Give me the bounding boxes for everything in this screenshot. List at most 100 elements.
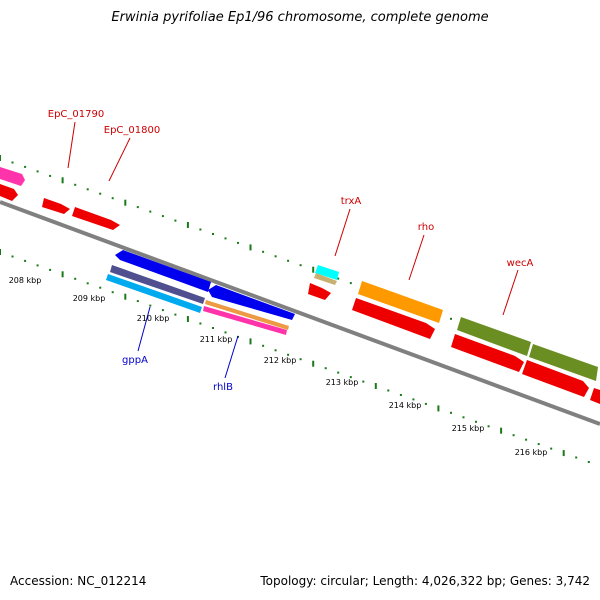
feature-rhlB-orange xyxy=(205,300,289,330)
track-dot xyxy=(49,174,52,177)
track-tick xyxy=(312,360,315,367)
track-dot xyxy=(537,443,540,446)
track-dot xyxy=(399,394,402,396)
track-dot xyxy=(575,456,578,459)
track-dot xyxy=(199,228,202,231)
track-dot xyxy=(424,402,427,405)
tick-label: 210 kbp xyxy=(137,314,170,323)
track-dot xyxy=(462,416,465,419)
tick-label: 216 kbp xyxy=(515,448,548,457)
feature-epc01790 xyxy=(42,198,70,214)
track-dot xyxy=(149,304,152,307)
track-dot xyxy=(36,170,39,173)
track-dot xyxy=(337,277,340,280)
track-dot xyxy=(86,188,89,191)
track-tick xyxy=(186,316,189,322)
track-dot xyxy=(36,264,39,267)
track-dot xyxy=(212,233,214,235)
track-dot xyxy=(299,358,302,361)
label-gppA: gppA xyxy=(122,355,148,366)
feature-gppA xyxy=(106,274,202,313)
track-dot xyxy=(161,309,164,312)
leader-epc01800 xyxy=(108,137,131,182)
track-dot xyxy=(199,322,202,325)
track-dot xyxy=(49,268,52,271)
track-dot xyxy=(262,344,265,347)
track-dot xyxy=(587,461,590,463)
track-tick xyxy=(500,427,503,434)
tick-label: 215 kbp xyxy=(452,424,485,433)
feature-red-edge xyxy=(590,388,600,404)
label-epc01800: EpC_01800 xyxy=(104,125,160,136)
track-dot xyxy=(450,317,452,320)
track-dot xyxy=(212,327,214,329)
track-tick xyxy=(186,222,189,228)
track-dot xyxy=(387,389,390,392)
leader-epc01790 xyxy=(67,121,76,169)
track-dot xyxy=(262,250,265,253)
track-dot xyxy=(11,161,14,164)
track-dot xyxy=(412,398,415,401)
label-rhlB: rhlB xyxy=(213,382,233,393)
genome-summary: Topology: circular; Length: 4,026,322 bp… xyxy=(260,574,590,588)
feature-red-1 xyxy=(0,184,18,201)
feature-trxA-cyan xyxy=(315,265,339,280)
tick-label: 212 kbp xyxy=(264,356,297,365)
track-tick xyxy=(61,177,64,184)
track-dot xyxy=(337,371,340,374)
track-dot xyxy=(224,237,227,240)
track-dot xyxy=(111,291,114,294)
track-dot xyxy=(349,282,352,285)
track-tick xyxy=(562,450,565,457)
leader-trxA xyxy=(334,208,351,257)
track-dot xyxy=(512,434,515,437)
feature-epc01800 xyxy=(72,207,120,230)
feature-red-wecA-2 xyxy=(522,360,589,397)
label-rho: rho xyxy=(418,222,434,233)
track-dot xyxy=(224,331,227,334)
track-dot xyxy=(299,264,302,267)
track-dot xyxy=(74,277,77,280)
feature-blue-1 xyxy=(115,250,211,292)
label-trxA: trxA xyxy=(341,196,362,207)
track-tick xyxy=(0,249,1,255)
track-dot xyxy=(174,313,177,316)
track-dot xyxy=(161,215,164,218)
tick-label: 209 kbp xyxy=(73,294,106,303)
feature-pink-top xyxy=(0,167,25,186)
track-dot xyxy=(450,411,452,414)
feature-trxA-red xyxy=(308,283,331,300)
leader-rhlB xyxy=(224,335,239,379)
track-dot xyxy=(11,255,14,258)
track-dot xyxy=(475,420,477,423)
track-dot xyxy=(274,349,277,352)
track-dot xyxy=(24,259,27,262)
lower-dotted-track xyxy=(0,249,590,463)
feature-trxA-tan xyxy=(314,273,337,285)
tick-label: 208 kbp xyxy=(9,276,42,285)
tick-label: 214 kbp xyxy=(389,401,422,410)
track-tick xyxy=(312,266,315,273)
track-dot xyxy=(525,438,528,441)
track-tick xyxy=(124,293,127,300)
track-dot xyxy=(24,165,27,168)
track-dot xyxy=(287,259,290,262)
feature-red-wecA-1 xyxy=(451,334,524,372)
feature-wecA-2 xyxy=(529,344,598,381)
track-tick xyxy=(437,405,440,412)
map-title: Erwinia pyrifoliae Ep1/96 chromosome, co… xyxy=(111,10,489,25)
track-dot xyxy=(74,183,77,186)
track-dot xyxy=(99,286,102,289)
feature-rhlB-pink xyxy=(203,306,287,335)
track-dot xyxy=(349,376,352,379)
feature-wecA-1 xyxy=(457,317,531,356)
label-epc01790: EpC_01790 xyxy=(48,109,104,120)
feature-red-rho xyxy=(352,298,435,339)
leader-wecA xyxy=(502,269,519,316)
track-tick xyxy=(61,271,64,278)
tick-label: 211 kbp xyxy=(200,335,233,344)
accession-text: Accession: NC_012214 xyxy=(10,574,147,588)
leader-gppA xyxy=(137,306,151,352)
track-dot xyxy=(550,447,553,450)
